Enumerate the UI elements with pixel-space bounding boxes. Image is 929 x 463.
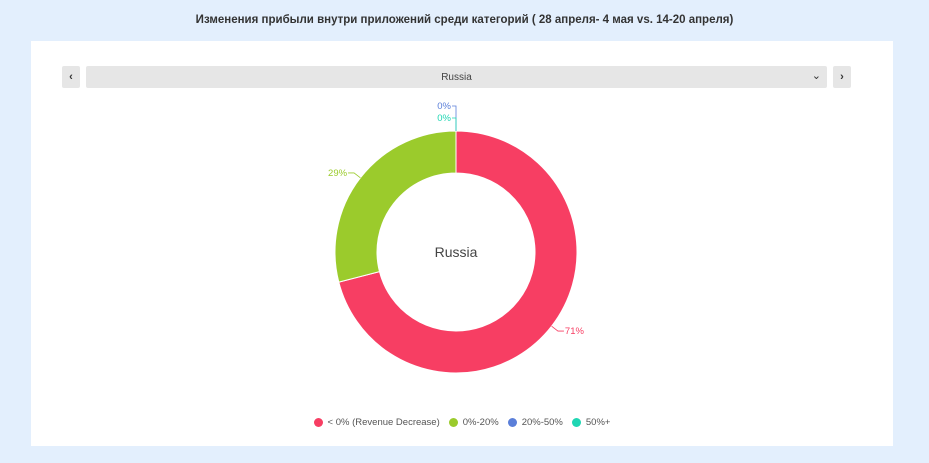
legend-swatch — [571, 418, 581, 427]
previous-button[interactable]: ‹ — [62, 66, 80, 88]
leader-line-2 — [452, 105, 457, 131]
data-label-1: 29% — [328, 168, 348, 179]
chevron-left-icon: ‹ — [69, 71, 73, 83]
legend-label: 0%-20% — [462, 417, 499, 428]
data-label-3: 0% — [437, 113, 451, 124]
leader-line-3 — [452, 117, 457, 131]
donut-chart: 71% 29% 0%0% Russia — [328, 101, 585, 374]
legend-item-2[interactable]: 20%-50% — [507, 417, 563, 428]
next-button[interactable]: › — [833, 66, 851, 88]
slice-0[interactable] — [338, 130, 578, 374]
legend-item-3[interactable]: 50%+ — [571, 417, 611, 428]
leader-line-0 — [551, 325, 564, 332]
chart-legend: < 0% (Revenue Decrease) 0%-20% 20%-50% 50%+ — [31, 417, 893, 428]
legend-swatch — [448, 418, 458, 427]
legend-swatch — [313, 418, 323, 427]
chevron-down-icon: ⌄ — [811, 70, 821, 82]
leader-line-1 — [348, 172, 361, 179]
legend-item-1[interactable]: 0%-20% — [448, 417, 499, 428]
legend-item-0[interactable]: < 0% (Revenue Decrease) — [313, 417, 440, 428]
chart-title: Изменения прибыли внутри приложений сред… — [195, 14, 734, 26]
chart-panel: ‹ Russia ⌄ › 71% 29% 0% 0% Russia < 0% (Reve… — [31, 41, 893, 446]
legend-label: 50%+ — [585, 417, 611, 428]
legend-label: 20%-50% — [521, 417, 563, 428]
center-label: Russia — [435, 244, 478, 260]
legend-swatch — [507, 418, 517, 427]
legend-label: < 0% (Revenue Decrease) — [327, 417, 440, 428]
slice-1[interactable] — [334, 130, 457, 283]
chevron-right-icon: › — [840, 71, 844, 83]
data-label-2: 0% — [437, 101, 451, 112]
data-label-0: 71% — [565, 326, 585, 337]
region-select-value: Russia — [441, 71, 472, 83]
region-select[interactable]: Russia ⌄ — [86, 66, 827, 88]
